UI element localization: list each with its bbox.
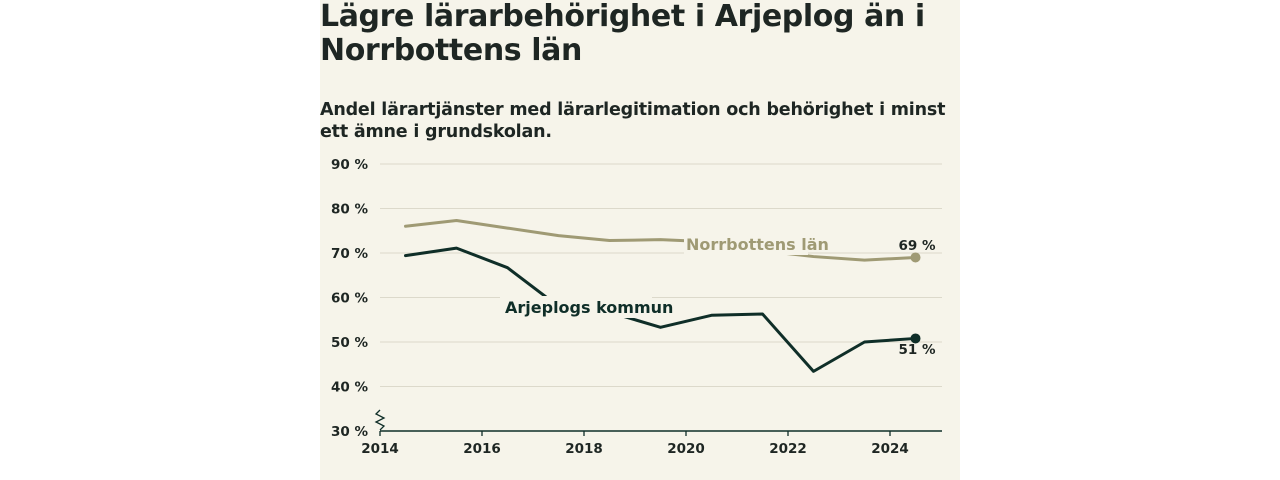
y-tick-label: 30 % <box>331 424 368 440</box>
series-end-value-label: 51 % <box>898 342 935 358</box>
chart-subtitle: Andel lärartjänster med lärarlegitimatio… <box>320 100 946 142</box>
x-tick-label: 2022 <box>769 441 807 457</box>
y-tick-label: 60 % <box>331 291 368 307</box>
x-tick-label: 2014 <box>361 441 399 457</box>
series-end-point <box>910 333 921 344</box>
y-tick-label: 50 % <box>331 335 368 351</box>
gridlines <box>380 163 942 387</box>
series-line <box>404 219 917 262</box>
x-tick-label: 2020 <box>667 441 705 457</box>
series-end-value-label: 69 % <box>898 238 935 254</box>
series-label-background <box>500 296 652 318</box>
series-name-label: Norrbottens län <box>686 235 829 254</box>
y-tick-label: 40 % <box>331 380 368 396</box>
x-axis: 2014 2016 2018 2020 2022 2024 <box>361 409 942 457</box>
y-tick-label: 70 % <box>331 246 368 262</box>
series-name-label: Arjeplogs kommun <box>505 298 673 317</box>
x-tick-label: 2018 <box>565 441 603 457</box>
series-line <box>404 246 917 373</box>
x-tick-label: 2016 <box>463 441 501 457</box>
y-tick-label: 80 % <box>331 202 368 218</box>
axis-break-icon <box>374 409 386 431</box>
y-axis-ticks: 30 % 40 % 50 % 60 % 70 % 80 % 90 % <box>331 157 368 440</box>
chart-title: Lägre lärarbehörighet i Arjeplog än i No… <box>320 0 925 68</box>
series-label-background <box>684 233 808 255</box>
series-end-point <box>910 252 921 263</box>
series-labels: Norrbottens län Arjeplogs kommun 69 % 51 % <box>500 233 936 358</box>
series-lines <box>404 219 921 373</box>
y-tick-label: 90 % <box>331 157 368 173</box>
x-tick-label: 2024 <box>871 441 909 457</box>
